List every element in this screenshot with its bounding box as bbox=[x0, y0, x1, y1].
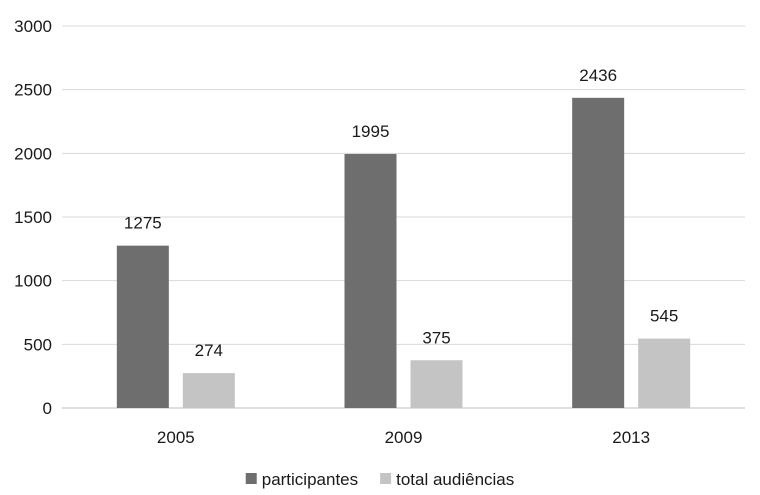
y-tick-label: 2000 bbox=[14, 144, 52, 163]
bar-participantes-2013 bbox=[572, 97, 625, 408]
bar-participantes-2009 bbox=[344, 153, 397, 408]
bars bbox=[116, 97, 691, 408]
data-labels: 1275 274 1995 375 2436 545 bbox=[124, 66, 678, 360]
x-category-label: 2009 bbox=[385, 428, 423, 447]
data-label: 2436 bbox=[579, 66, 617, 85]
bar-total-audiencias-2009 bbox=[410, 360, 463, 408]
legend-label: total audiências bbox=[396, 470, 514, 489]
legend: participantes total audiências bbox=[245, 470, 514, 489]
y-tick-label: 1000 bbox=[14, 272, 52, 291]
data-label: 1275 bbox=[124, 214, 162, 233]
legend-swatch bbox=[245, 473, 257, 484]
gridlines bbox=[62, 25, 745, 409]
legend-label: participantes bbox=[262, 470, 358, 489]
y-tick-label: 2500 bbox=[14, 81, 52, 100]
x-category-label: 2013 bbox=[612, 428, 650, 447]
y-tick-label: 3000 bbox=[14, 17, 52, 36]
bar-total-audiencias-2013 bbox=[638, 338, 691, 408]
bar-total-audiencias-2005 bbox=[182, 373, 235, 408]
data-label: 274 bbox=[195, 341, 223, 360]
y-axis-ticks: 0 500 1000 1500 2000 2500 3000 bbox=[14, 17, 52, 418]
y-tick-label: 500 bbox=[24, 335, 52, 354]
data-label: 375 bbox=[422, 328, 450, 347]
y-tick-label: 1500 bbox=[14, 208, 52, 227]
y-tick-label: 0 bbox=[43, 399, 52, 418]
data-label: 545 bbox=[650, 307, 678, 326]
data-label: 1995 bbox=[352, 122, 390, 141]
x-axis-categories: 2005 2009 2013 bbox=[157, 428, 650, 447]
bar-participantes-2005 bbox=[116, 245, 169, 408]
legend-swatch bbox=[380, 473, 392, 484]
x-category-label: 2005 bbox=[157, 428, 195, 447]
